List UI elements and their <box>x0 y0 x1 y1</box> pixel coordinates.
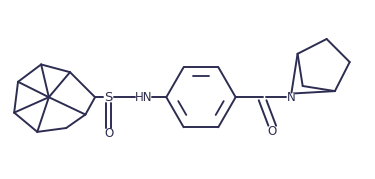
Text: S: S <box>104 91 113 104</box>
Text: N: N <box>287 91 296 104</box>
Text: O: O <box>268 125 277 138</box>
Text: HN: HN <box>135 91 152 104</box>
Text: O: O <box>104 127 113 140</box>
